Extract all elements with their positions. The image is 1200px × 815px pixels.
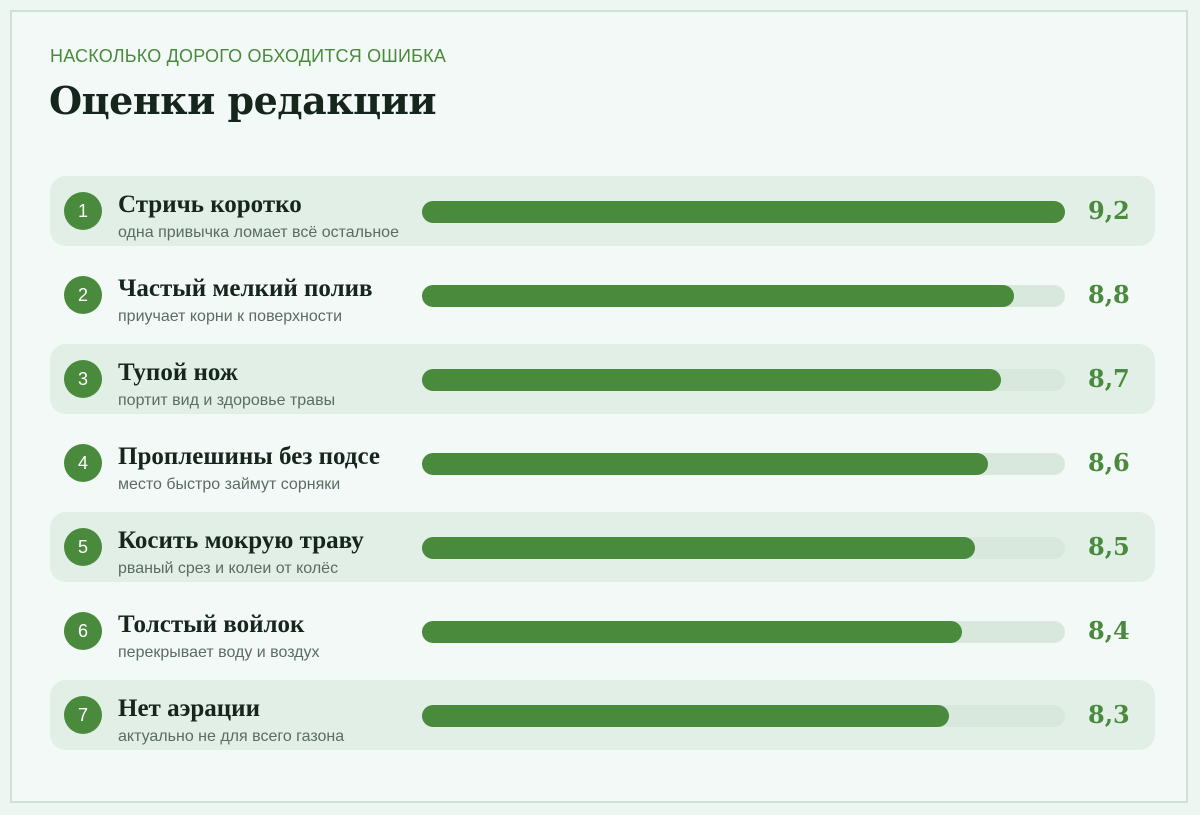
row-label: Частый мелкий полив [118,275,373,302]
bar [422,369,1001,391]
rank-badge: 6 [64,612,102,650]
rank-badge: 3 [64,360,102,398]
rank-badge: 7 [64,696,102,734]
bar-track [422,537,1065,559]
rating-row: 1 Стричь коротко одна привычка ломает вс… [50,176,1155,246]
ratings-card: НАСКОЛЬКО ДОРОГО ОБХОДИТСЯ ОШИБКА Оценки… [10,10,1188,803]
bar-track [422,453,1065,475]
row-sublabel: актуально не для всего газона [118,728,345,745]
value-label: 9,2 [1088,196,1130,225]
bar [422,453,988,475]
rank-badge: 5 [64,528,102,566]
row-sublabel: приучает корни к поверхности [118,308,343,325]
rating-row: 5 Косить мокрую траву рваный срез и коле… [50,512,1155,582]
kicker: НАСКОЛЬКО ДОРОГО ОБХОДИТСЯ ОШИБКА [50,46,447,66]
bar-track [422,369,1065,391]
row-label: Толстый войлок [118,611,305,638]
value-label: 8,7 [1088,364,1130,393]
row-sublabel: перекрывает воду и воздух [118,644,320,661]
bar-track [422,705,1065,727]
rating-row: 6 Толстый войлок перекрывает воду и возд… [50,596,1155,666]
page-title: Оценки редакции [49,78,437,123]
row-label: Стричь коротко [118,191,302,218]
bar [422,285,1014,307]
row-label: Тупой нож [118,359,238,386]
rank-badge: 4 [64,444,102,482]
value-label: 8,5 [1088,532,1130,561]
bar [422,537,975,559]
rating-row: 3 Тупой нож портит вид и здоровье травы … [50,344,1155,414]
row-sublabel: место быстро займут сорняки [118,476,341,493]
bar [422,621,962,643]
row-label: Проплешины без подсе [118,443,380,470]
bar-track [422,621,1065,643]
rank-badge: 2 [64,276,102,314]
rank-badge: 1 [64,192,102,230]
rating-row: 2 Частый мелкий полив приучает корни к п… [50,260,1155,330]
row-sublabel: одна привычка ломает всё остальное [118,224,399,241]
bar [422,705,949,727]
value-label: 8,3 [1088,700,1130,729]
value-label: 8,4 [1088,616,1130,645]
bar-track [422,285,1065,307]
bar-track [422,201,1065,223]
bar [422,201,1065,223]
row-sublabel: рваный срез и колеи от колёс [118,560,339,577]
row-label: Нет аэрации [118,695,260,722]
rating-row: 7 Нет аэрации актуально не для всего газ… [50,680,1155,750]
value-label: 8,6 [1088,448,1130,477]
row-label: Косить мокрую траву [118,527,364,554]
value-label: 8,8 [1088,280,1130,309]
row-sublabel: портит вид и здоровье травы [118,392,336,409]
rating-row: 4 Проплешины без подсе место быстро займ… [50,428,1155,498]
